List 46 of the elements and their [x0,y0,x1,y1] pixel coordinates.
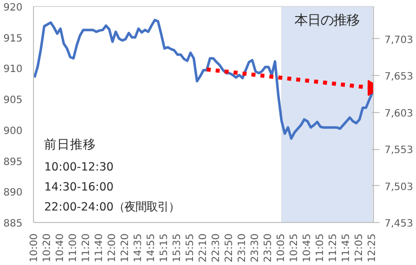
x-tick-label: 23:10 [237,233,248,262]
y-tick-label: 890 [3,188,23,199]
y2-tick-label: 7,453 [384,218,414,230]
x-tick-label: 12:20 [120,233,131,262]
x-tick-label: 22:10 [198,233,209,262]
y-tick-label: 900 [3,126,23,137]
x-tick-label: 11:20 [80,233,92,262]
annotation: 前日推移 [44,136,96,152]
x-tick-label: 14:35 [132,233,144,262]
x-tick-label: 23:50 [263,233,274,262]
y-tick-label: 920 [3,2,23,14]
x-tick-label: 10:20 [42,233,53,262]
y-tick-label: 895 [3,156,23,168]
x-tick-label: 22:30 [211,233,222,262]
x-tick-label: 22:50 [224,233,236,262]
x-tick-label: 10:40 [54,233,66,262]
band-label: 本日の推移 [294,14,360,28]
y-tick-label: 905 [3,95,23,106]
x-tick-label: 14:55 [146,233,157,262]
x-tick-label: 12:05 [354,233,366,262]
x-tick-label: 23:30 [250,233,262,262]
y2-tick-label: 7,503 [384,182,414,193]
x-tick-label: 11:05 [315,233,326,262]
x-tick-label: 10:45 [302,233,314,262]
annotation: 14:30-16:00 [44,180,114,194]
y-tick-label: 915 [3,33,23,44]
x-tick-label: 15:55 [185,233,196,262]
x-tick-label: 10:25 [289,233,300,262]
x-tick-label: 12:25 [367,233,378,262]
x-tick-label: 15:35 [172,233,183,262]
y2-tick-label: 7,603 [384,108,414,120]
annotation: 10:00-12:30 [44,160,114,174]
y-tick-label: 885 [3,218,23,230]
x-tick-label: 10:00 [28,233,40,262]
y2-tick-label: 7,703 [384,34,414,46]
x-tick-label: 11:40 [94,233,105,262]
y2-tick-label: 7,553 [384,145,414,156]
annotation: 22:00-24:00（夜間取引） [44,200,180,214]
x-tick-label: 12:00 [106,233,118,262]
y-tick-label: 910 [3,64,23,76]
x-tick-label: 11:25 [328,233,340,262]
x-tick-label: 15:15 [158,233,170,262]
x-tick-label: 10:05 [276,233,288,262]
x-tick-label: 11:45 [341,233,352,262]
x-tick-label: 11:00 [68,233,79,262]
y2-tick-label: 7,653 [384,72,414,83]
